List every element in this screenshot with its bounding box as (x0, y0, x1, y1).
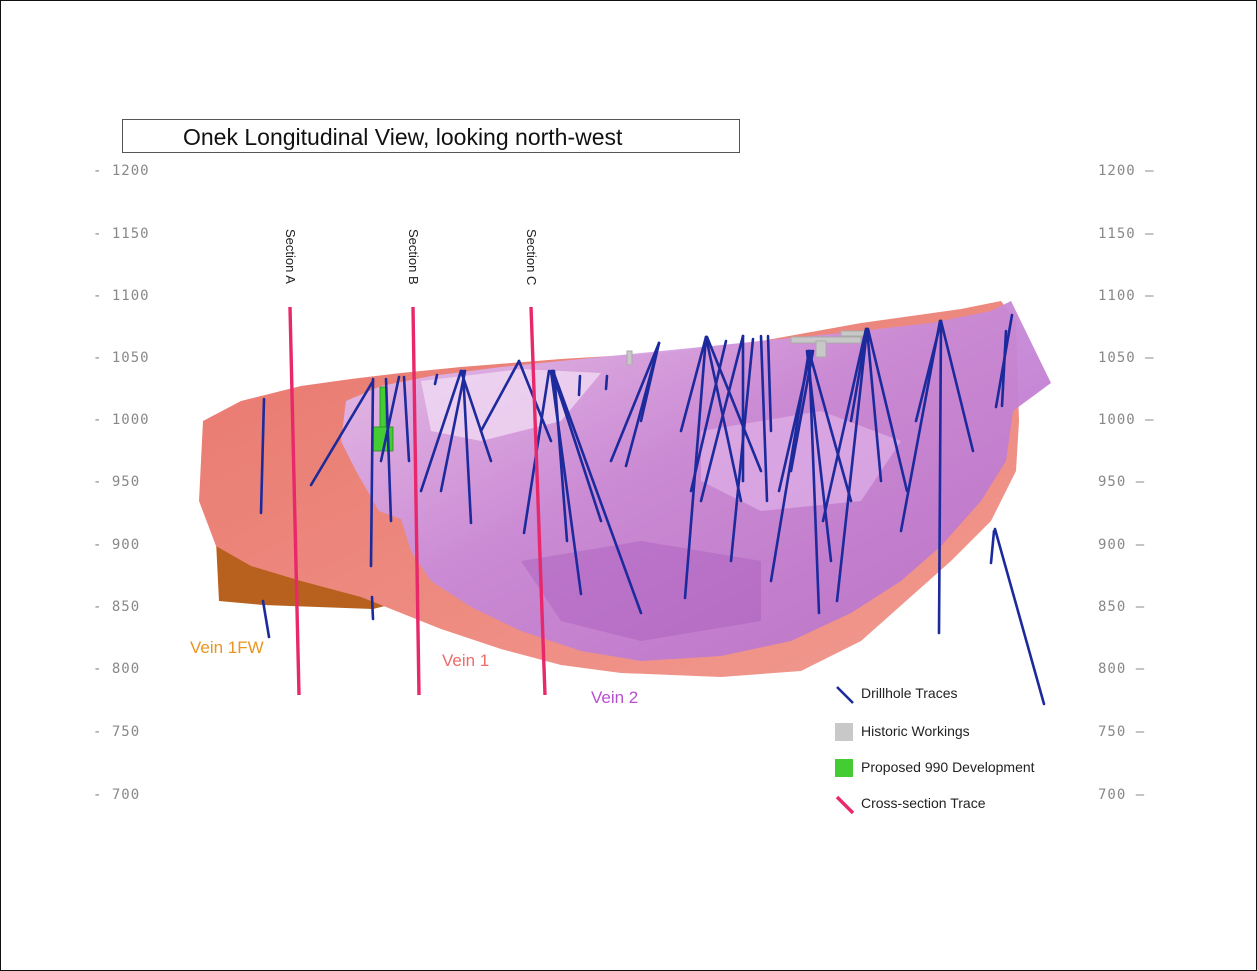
legend-item: Drillhole Traces (833, 683, 1093, 707)
elevation-label-right: 1050 — (1098, 350, 1155, 366)
elevation-label-left: - 800 (93, 661, 141, 677)
section-b-label: Section B (406, 229, 421, 285)
elevation-label-left: - 1000 (93, 412, 150, 428)
elevation-label-right: 750 — (1098, 724, 1146, 740)
legend-symbols (835, 686, 855, 815)
grey-square-icon (835, 723, 853, 741)
legend-label: Proposed 990 Development (861, 759, 1035, 775)
elevation-label-right: 800 — (1098, 661, 1146, 677)
elevation-label-left: - 1050 (93, 350, 150, 366)
elevation-label-right: 1200 — (1098, 163, 1155, 179)
elevation-label-right: 1100 — (1098, 288, 1155, 304)
elevation-label-right: 900 — (1098, 537, 1146, 553)
section-c-label: Section C (524, 229, 539, 286)
elevation-label-left: - 900 (93, 537, 141, 553)
red-line-icon (835, 795, 855, 815)
legend-item: Proposed 990 Development (833, 757, 1093, 781)
vein-1fw-label: Vein 1FW (190, 638, 264, 657)
legend-label: Drillhole Traces (861, 685, 958, 701)
elevation-label-right: 700 — (1098, 787, 1146, 803)
legend-label: Cross-section Trace (861, 795, 986, 811)
blue-line-icon (836, 686, 854, 704)
vein-2-label: Vein 2 (591, 688, 639, 707)
elevation-label-left: - 850 (93, 599, 141, 615)
elevation-label-left: - 1100 (93, 288, 150, 304)
elevation-label-left: - 950 (93, 474, 141, 490)
elevation-label-left: - 1200 (93, 163, 150, 179)
legend-item: Cross-section Trace (833, 793, 1093, 817)
elevation-label-left: - 1150 (93, 226, 150, 242)
vein-2-highlight (701, 411, 901, 511)
section-a-label: Section A (283, 229, 298, 284)
legend-item: Historic Workings (833, 721, 1093, 745)
vein-1-label: Vein 1 (442, 651, 490, 670)
elevation-label-right: 1150 — (1098, 226, 1155, 242)
cross-section-traces (288, 306, 547, 696)
elevation-label-right: 950 — (1098, 474, 1146, 490)
page-title: Onek Longitudinal View, looking north-we… (183, 124, 623, 150)
vein-2-shadow (521, 541, 761, 641)
legend-label: Historic Workings (861, 723, 970, 739)
title-box: Onek Longitudinal View, looking north-we… (122, 119, 740, 153)
elevation-label-right: 850 — (1098, 599, 1146, 615)
drillhole-traces (259, 313, 1046, 706)
elevation-label-right: 1000 — (1098, 412, 1155, 428)
green-square-icon (835, 759, 853, 777)
elevation-label-left: - 700 (93, 787, 141, 803)
elevation-label-left: - 750 (93, 724, 141, 740)
